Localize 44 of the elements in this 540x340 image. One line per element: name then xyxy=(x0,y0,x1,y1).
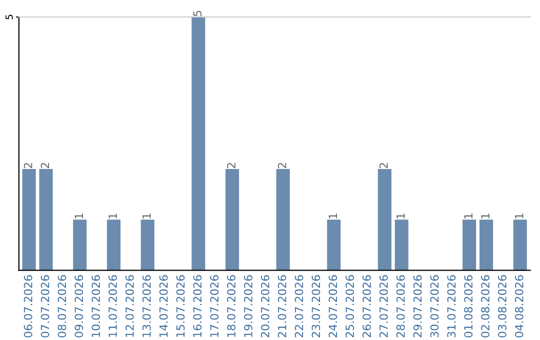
x-tick-label: 31.07.2026 xyxy=(447,275,456,338)
x-tick-label: 21.07.2026 xyxy=(278,275,286,338)
x-tick-label: 11.07.2026 xyxy=(108,275,117,337)
x-tick-label: 17.07.2026 xyxy=(210,275,219,337)
data-label: 1 xyxy=(515,214,524,218)
x-tick-label: 29.07.2026 xyxy=(413,275,422,338)
x-tick-label: 27.07.2026 xyxy=(379,275,388,338)
x-tick-label: 15.07.2026 xyxy=(176,275,185,337)
x-tick-label: 26.07.2026 xyxy=(362,275,371,338)
data-label: 1 xyxy=(396,214,405,218)
x-tick-label: 09.07.2026 xyxy=(74,275,84,338)
x-tick-label: 01.08.2026 xyxy=(464,275,473,338)
x-tick-label: 13.07.2026 xyxy=(142,275,151,337)
x-tick-label: 24.07.2026 xyxy=(328,275,338,338)
x-tick-label: 19.07.2026 xyxy=(244,275,252,337)
x-tick-label: 25.07.2026 xyxy=(346,275,354,338)
data-label: 1 xyxy=(74,214,83,218)
x-tick-label: 04.08.2026 xyxy=(514,275,524,338)
x-tick-label: 28.07.2026 xyxy=(396,275,405,338)
data-label: 1 xyxy=(481,214,490,218)
x-tick-label: 06.07.2026 xyxy=(24,275,32,338)
data-label: 2 xyxy=(24,163,32,168)
data-label: 2 xyxy=(278,163,286,168)
x-tick-label: 23.07.2026 xyxy=(312,275,320,338)
x-tick-label: 14.07.2026 xyxy=(159,275,168,337)
data-label: 2 xyxy=(40,163,50,168)
x-tick-label: 20.07.2026 xyxy=(260,275,270,338)
x-tick-label: 10.07.2026 xyxy=(92,275,100,337)
data-label: 1 xyxy=(108,214,117,218)
data-label: 2 xyxy=(379,163,388,168)
data-label: 2 xyxy=(227,163,236,168)
data-label: 1 xyxy=(328,214,337,218)
data-label: 1 xyxy=(142,214,151,218)
x-tick-label: 18.07.2026 xyxy=(227,275,236,337)
x-tick-label: 07.07.2026 xyxy=(40,275,50,338)
x-tick-label: 22.07.2026 xyxy=(294,275,304,338)
x-tick-label: 12.07.2026 xyxy=(125,275,134,337)
data-label: 5 xyxy=(193,10,202,16)
x-tick-label: 03.08.2026 xyxy=(498,275,506,338)
x-tick-label: 08.07.2026 xyxy=(58,275,66,338)
data-label: 1 xyxy=(464,214,472,218)
x-tick-label: 30.07.2026 xyxy=(430,275,439,338)
x-tick-label: 16.07.2026 xyxy=(193,275,202,337)
x-tick-label: 02.08.2026 xyxy=(481,275,490,338)
